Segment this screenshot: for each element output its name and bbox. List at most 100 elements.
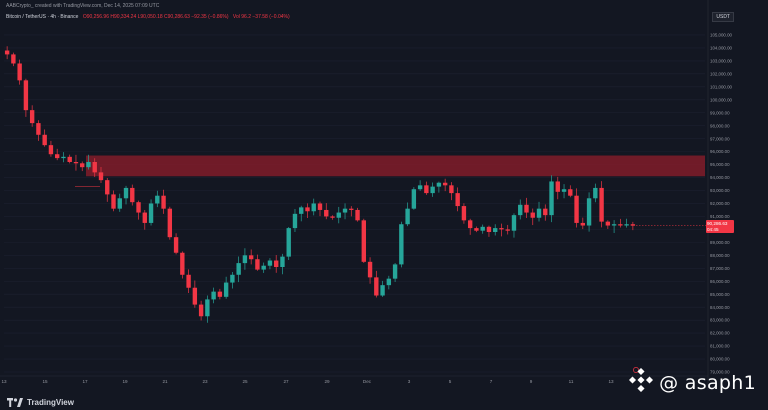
- tradingview-logo[interactable]: TradingView: [7, 396, 74, 408]
- candle-body: [330, 216, 335, 218]
- candle-body: [518, 204, 523, 216]
- y-tick-label: 105,000.00: [710, 33, 733, 38]
- candle-body: [230, 274, 235, 283]
- candle-body: [17, 63, 22, 81]
- candle-body: [261, 265, 266, 270]
- candle-body: [211, 291, 216, 300]
- y-tick-label: 102,000.00: [710, 71, 733, 76]
- candle-body: [186, 274, 191, 288]
- candle-body: [436, 182, 442, 187]
- candle-body: [417, 185, 423, 190]
- x-tick-label: 19: [122, 379, 128, 384]
- y-tick-label: 88,000.00: [710, 253, 730, 258]
- candle-body: [223, 282, 229, 297]
- volume-values: Vol 96.2 −37.58 (−0.04%): [232, 14, 290, 20]
- candle-body: [474, 228, 479, 231]
- candle-body: [324, 209, 329, 217]
- candle-body: [11, 54, 16, 64]
- y-tick-label: 81,000.00: [710, 344, 730, 349]
- y-tick-label: 104,000.00: [710, 46, 733, 51]
- candle-body: [430, 186, 435, 194]
- y-tick-label: 86,000.00: [710, 279, 730, 284]
- y-tick-label: 93,000.00: [710, 188, 730, 193]
- candle-body: [86, 162, 91, 168]
- candle-body: [136, 202, 141, 213]
- candle-body: [311, 203, 316, 212]
- candle-body: [568, 189, 573, 196]
- candle-body: [92, 162, 97, 173]
- candle-body: [543, 208, 548, 216]
- candle-body: [442, 182, 448, 186]
- candle-body: [605, 221, 611, 226]
- candle-body: [593, 187, 598, 199]
- candle-body: [461, 206, 467, 221]
- x-tick-label: 27: [283, 379, 289, 384]
- candle-body: [361, 220, 366, 262]
- x-tick-label: 9: [530, 379, 533, 384]
- candle-body: [148, 203, 154, 223]
- y-tick-label: 89,000.00: [710, 240, 730, 245]
- candle-body: [467, 220, 473, 229]
- candle-body: [355, 209, 360, 221]
- binance-square-icon: [629, 367, 654, 398]
- candle-body: [242, 255, 248, 264]
- candle-body: [305, 207, 310, 212]
- last-price-value: 90,286.63: [707, 221, 728, 226]
- y-tick-label: 96,000.00: [710, 149, 730, 154]
- candle-body: [499, 228, 504, 230]
- candle-body: [73, 162, 79, 164]
- y-tick-label: 94,000.00: [710, 175, 730, 180]
- candle-body: [255, 259, 260, 270]
- candle-body: [449, 185, 454, 194]
- y-tick-label: 92,000.00: [710, 201, 730, 206]
- candle-body: [98, 172, 104, 181]
- y-tick-label: 83,000.00: [710, 318, 730, 323]
- candle-body: [36, 123, 41, 135]
- y-tick-label: 87,000.00: [710, 266, 730, 271]
- candle-body: [411, 189, 417, 209]
- candle-body: [486, 226, 492, 232]
- candle-body: [555, 181, 560, 192]
- x-tick-label: 3: [408, 379, 411, 384]
- y-tick-label: 84,000.00: [710, 305, 730, 310]
- symbol-name[interactable]: Bitcoin / TetherUS · 4h · Binance: [6, 14, 79, 20]
- candle-body: [29, 110, 35, 124]
- candle-body: [549, 181, 554, 216]
- candle-body: [280, 256, 285, 267]
- x-tick-label: 7: [490, 379, 493, 384]
- chart-caption: AABCrypto_ created with TradingView.com,…: [6, 3, 160, 9]
- watermark-handle: @ asaph1: [659, 372, 756, 394]
- candle-body: [192, 287, 198, 305]
- candle-body: [42, 134, 47, 146]
- symbol-legend[interactable]: Bitcoin / TetherUS · 4h · Binance O90,25…: [6, 14, 290, 20]
- candle-body: [336, 212, 341, 218]
- candle-body: [630, 224, 636, 226]
- candle-body: [23, 80, 29, 111]
- candle-body: [67, 156, 72, 162]
- candle-body: [217, 291, 223, 297]
- y-tick-label: 95,000.00: [710, 162, 730, 167]
- candle-body: [380, 285, 385, 296]
- watermark: @ asaph1: [629, 367, 756, 398]
- y-tick-label: 79,000.00: [710, 370, 730, 375]
- candle-body: [586, 198, 592, 226]
- candle-body: [54, 154, 60, 159]
- candle-body: [198, 304, 204, 317]
- x-tick-label: 21: [162, 379, 168, 384]
- candle-body: [493, 228, 498, 232]
- candle-body: [511, 215, 517, 231]
- y-tick-label: 100,000.00: [710, 97, 733, 102]
- candle-body: [536, 208, 542, 218]
- tradingview-logo-icon: [7, 397, 23, 407]
- event-marker-icon: [633, 367, 639, 373]
- resistance-zone: [86, 155, 705, 177]
- y-tick-label: 85,000.00: [710, 292, 730, 297]
- candle-body: [205, 299, 210, 317]
- tradingview-brand: TradingView: [27, 397, 74, 407]
- candle-body: [167, 208, 173, 238]
- currency-selector[interactable]: USDT: [712, 12, 734, 22]
- candle-body: [4, 50, 10, 55]
- x-tick-label: 11: [569, 379, 574, 384]
- candle-body: [236, 263, 241, 275]
